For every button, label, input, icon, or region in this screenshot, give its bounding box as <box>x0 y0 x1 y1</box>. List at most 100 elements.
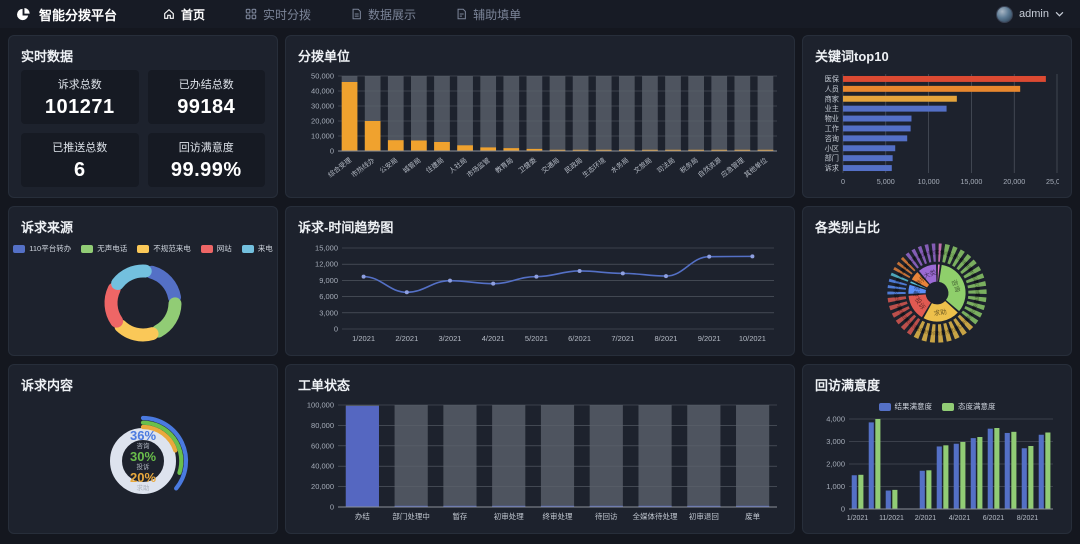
legend-item[interactable]: 结果满意度 <box>878 401 932 412</box>
svg-text:油烟: 油烟 <box>974 287 981 297</box>
pie-logo-icon <box>16 7 31 22</box>
brand: 智能分拨平台 <box>16 5 117 24</box>
svg-text:救助: 救助 <box>917 250 929 260</box>
svg-text:投诉: 投诉 <box>137 462 151 471</box>
svg-text:15,000: 15,000 <box>960 177 982 186</box>
appeal-trend-line-chart: 0 3,000 6,000 9,000 12,000 15,000 1/2021 2/2021… <box>298 241 782 345</box>
legend-item[interactable]: 无声电话 <box>81 243 127 254</box>
svg-text:待回访: 待回访 <box>595 511 618 521</box>
svg-text:6/2021: 6/2021 <box>983 515 1005 522</box>
stat-card-completed: 已办结总数 99184 <box>147 70 265 124</box>
nav-item-label: 辅助填单 <box>473 7 522 22</box>
svg-text:9/2021: 9/2021 <box>698 334 721 343</box>
svg-text:医保: 医保 <box>825 74 840 83</box>
legend-item[interactable]: 态度满意度 <box>942 401 996 412</box>
svg-text:占道: 占道 <box>946 250 958 260</box>
svg-text:道路: 道路 <box>973 293 981 304</box>
svg-text:违建: 违建 <box>970 273 980 285</box>
legend-item[interactable]: 网站 <box>200 243 232 254</box>
svg-text:噪音: 噪音 <box>940 249 951 258</box>
svg-text:0: 0 <box>330 147 334 156</box>
nav-item-realtime-dispatch[interactable]: 实时分拨 <box>245 6 311 23</box>
legend-item[interactable]: 110平台转办 <box>13 243 71 254</box>
svg-text:民政局: 民政局 <box>563 155 585 175</box>
legend-item[interactable]: 不规范来电 <box>137 243 191 254</box>
svg-text:6/2021: 6/2021 <box>568 334 591 343</box>
legend-label: 110平台转办 <box>29 244 72 253</box>
svg-text:交通: 交通 <box>893 293 901 304</box>
svg-text:停电: 停电 <box>957 257 969 269</box>
svg-text:7/2021: 7/2021 <box>611 334 634 343</box>
svg-text:80,000: 80,000 <box>311 421 334 430</box>
legend-swatch <box>942 402 954 411</box>
category-sunburst-chart: 其他 咨询 噪音 占道 停水 停电 供暖 物业 违建 垃圾 油烟 道路 路灯 积水 绿化 求助 停车 施工 营业 价格… <box>815 241 1059 345</box>
svg-text:积水: 积水 <box>968 305 979 317</box>
panel-revisit-satisfaction: 回访满意度 结果满意度 态度满意度 0 1,000 2,000 3,000 4,000 1/2… <box>802 364 1072 534</box>
dashboard-grid: 实时数据 诉求总数 101271 已办结总数 99184 已推送总数 6 回访满… <box>0 28 1080 534</box>
panel-title: 实时数据 <box>21 49 74 64</box>
svg-text:60,000: 60,000 <box>311 441 334 450</box>
svg-text:1/2021: 1/2021 <box>352 334 375 343</box>
svg-text:办结: 办结 <box>355 511 370 521</box>
svg-text:人社局: 人社局 <box>447 155 469 175</box>
svg-text:商家: 商家 <box>825 94 839 103</box>
panel-category-share: 各类别占比 其他 咨询 噪音 占道 停水 停电 供暖 物业 违建 垃圾 油烟 道路 路灯 积水 绿化 求助 停车… <box>802 206 1072 356</box>
panel-title: 工单状态 <box>298 378 351 393</box>
stat-label: 已办结总数 <box>178 78 234 91</box>
stat-label: 诉求总数 <box>57 78 102 91</box>
svg-text:其他单位: 其他单位 <box>742 155 769 179</box>
grid-icon <box>245 8 257 20</box>
svg-text:废单: 废单 <box>745 511 761 521</box>
nav-item-data-display[interactable]: 数据展示 <box>351 6 416 23</box>
svg-text:初审退回: 初审退回 <box>689 511 719 521</box>
svg-text:环保: 环保 <box>893 288 900 298</box>
svg-text:0: 0 <box>330 503 334 512</box>
svg-text:垃圾: 垃圾 <box>972 280 981 291</box>
nav-item-home[interactable]: 首页 <box>163 6 205 23</box>
legend-label: 网站 <box>216 244 232 253</box>
svg-text:1/2021: 1/2021 <box>847 515 869 522</box>
svg-text:建议: 建议 <box>911 283 922 298</box>
svg-text:绿化: 绿化 <box>964 311 976 323</box>
svg-text:人员: 人员 <box>825 84 839 93</box>
svg-text:0: 0 <box>841 505 845 514</box>
username: admin <box>1019 8 1049 20</box>
workorder-status-bar-chart: 0 20,000 40,000 60,000 80,000 100,000 办结 部门处理中 暂… <box>298 399 782 523</box>
svg-text:旅游: 旅游 <box>899 262 911 274</box>
appeal-source-donut-chart: 110平台转办 无声电话 不规范来电 网站 来电 <box>13 241 273 345</box>
svg-text:合同: 合同 <box>928 329 939 337</box>
svg-text:3,000: 3,000 <box>826 437 845 446</box>
stat-value: 99.99% <box>170 158 242 181</box>
svg-text:水务局: 水务局 <box>609 155 631 175</box>
user-menu[interactable]: admin <box>996 5 1064 23</box>
svg-text:市热线办: 市热线办 <box>349 155 376 179</box>
legend-label: 来电 <box>257 244 273 253</box>
nav-item-label: 实时分拨 <box>263 7 312 22</box>
svg-text:10,000: 10,000 <box>918 177 940 186</box>
panel-appeal-content: 诉求内容 36% 咨询 30% 投诉 20% 求助 <box>8 364 278 534</box>
svg-text:消防: 消防 <box>893 277 902 288</box>
svg-text:自然资源: 自然资源 <box>696 155 723 179</box>
svg-text:路灯: 路灯 <box>971 299 981 311</box>
appeal-content-rings-chart: 36% 咨询 30% 投诉 20% 求助 <box>21 399 265 523</box>
svg-text:15,000: 15,000 <box>315 244 338 253</box>
legend-swatch <box>13 244 26 253</box>
svg-text:应急管理: 应急管理 <box>719 155 746 179</box>
panel-title: 分拨单位 <box>298 49 351 64</box>
svg-text:5/2021: 5/2021 <box>525 334 548 343</box>
stat-card-satisfaction: 回访满意度 99.99% <box>147 133 265 187</box>
svg-text:终审处理: 终审处理 <box>543 511 573 521</box>
nav-item-assist-form[interactable]: 辅助填单 <box>456 6 521 23</box>
svg-text:初审处理: 初审处理 <box>494 511 524 521</box>
panel-title: 回访满意度 <box>815 378 881 393</box>
svg-text:2,000: 2,000 <box>826 460 845 469</box>
panel-keywords-top10: 关键词top10 0 5,000 10,000 15,000 20,000 25,000 医… <box>802 35 1072 198</box>
panel-title: 关键词top10 <box>815 49 889 64</box>
svg-text:10,000: 10,000 <box>311 132 334 141</box>
svg-text:30,000: 30,000 <box>311 102 334 111</box>
svg-text:0: 0 <box>334 325 338 334</box>
legend-item[interactable]: 来电 <box>241 243 273 254</box>
svg-text:税务局: 税务局 <box>678 155 700 175</box>
svg-text:综合受理: 综合受理 <box>326 155 353 179</box>
svg-text:体育: 体育 <box>907 255 919 267</box>
